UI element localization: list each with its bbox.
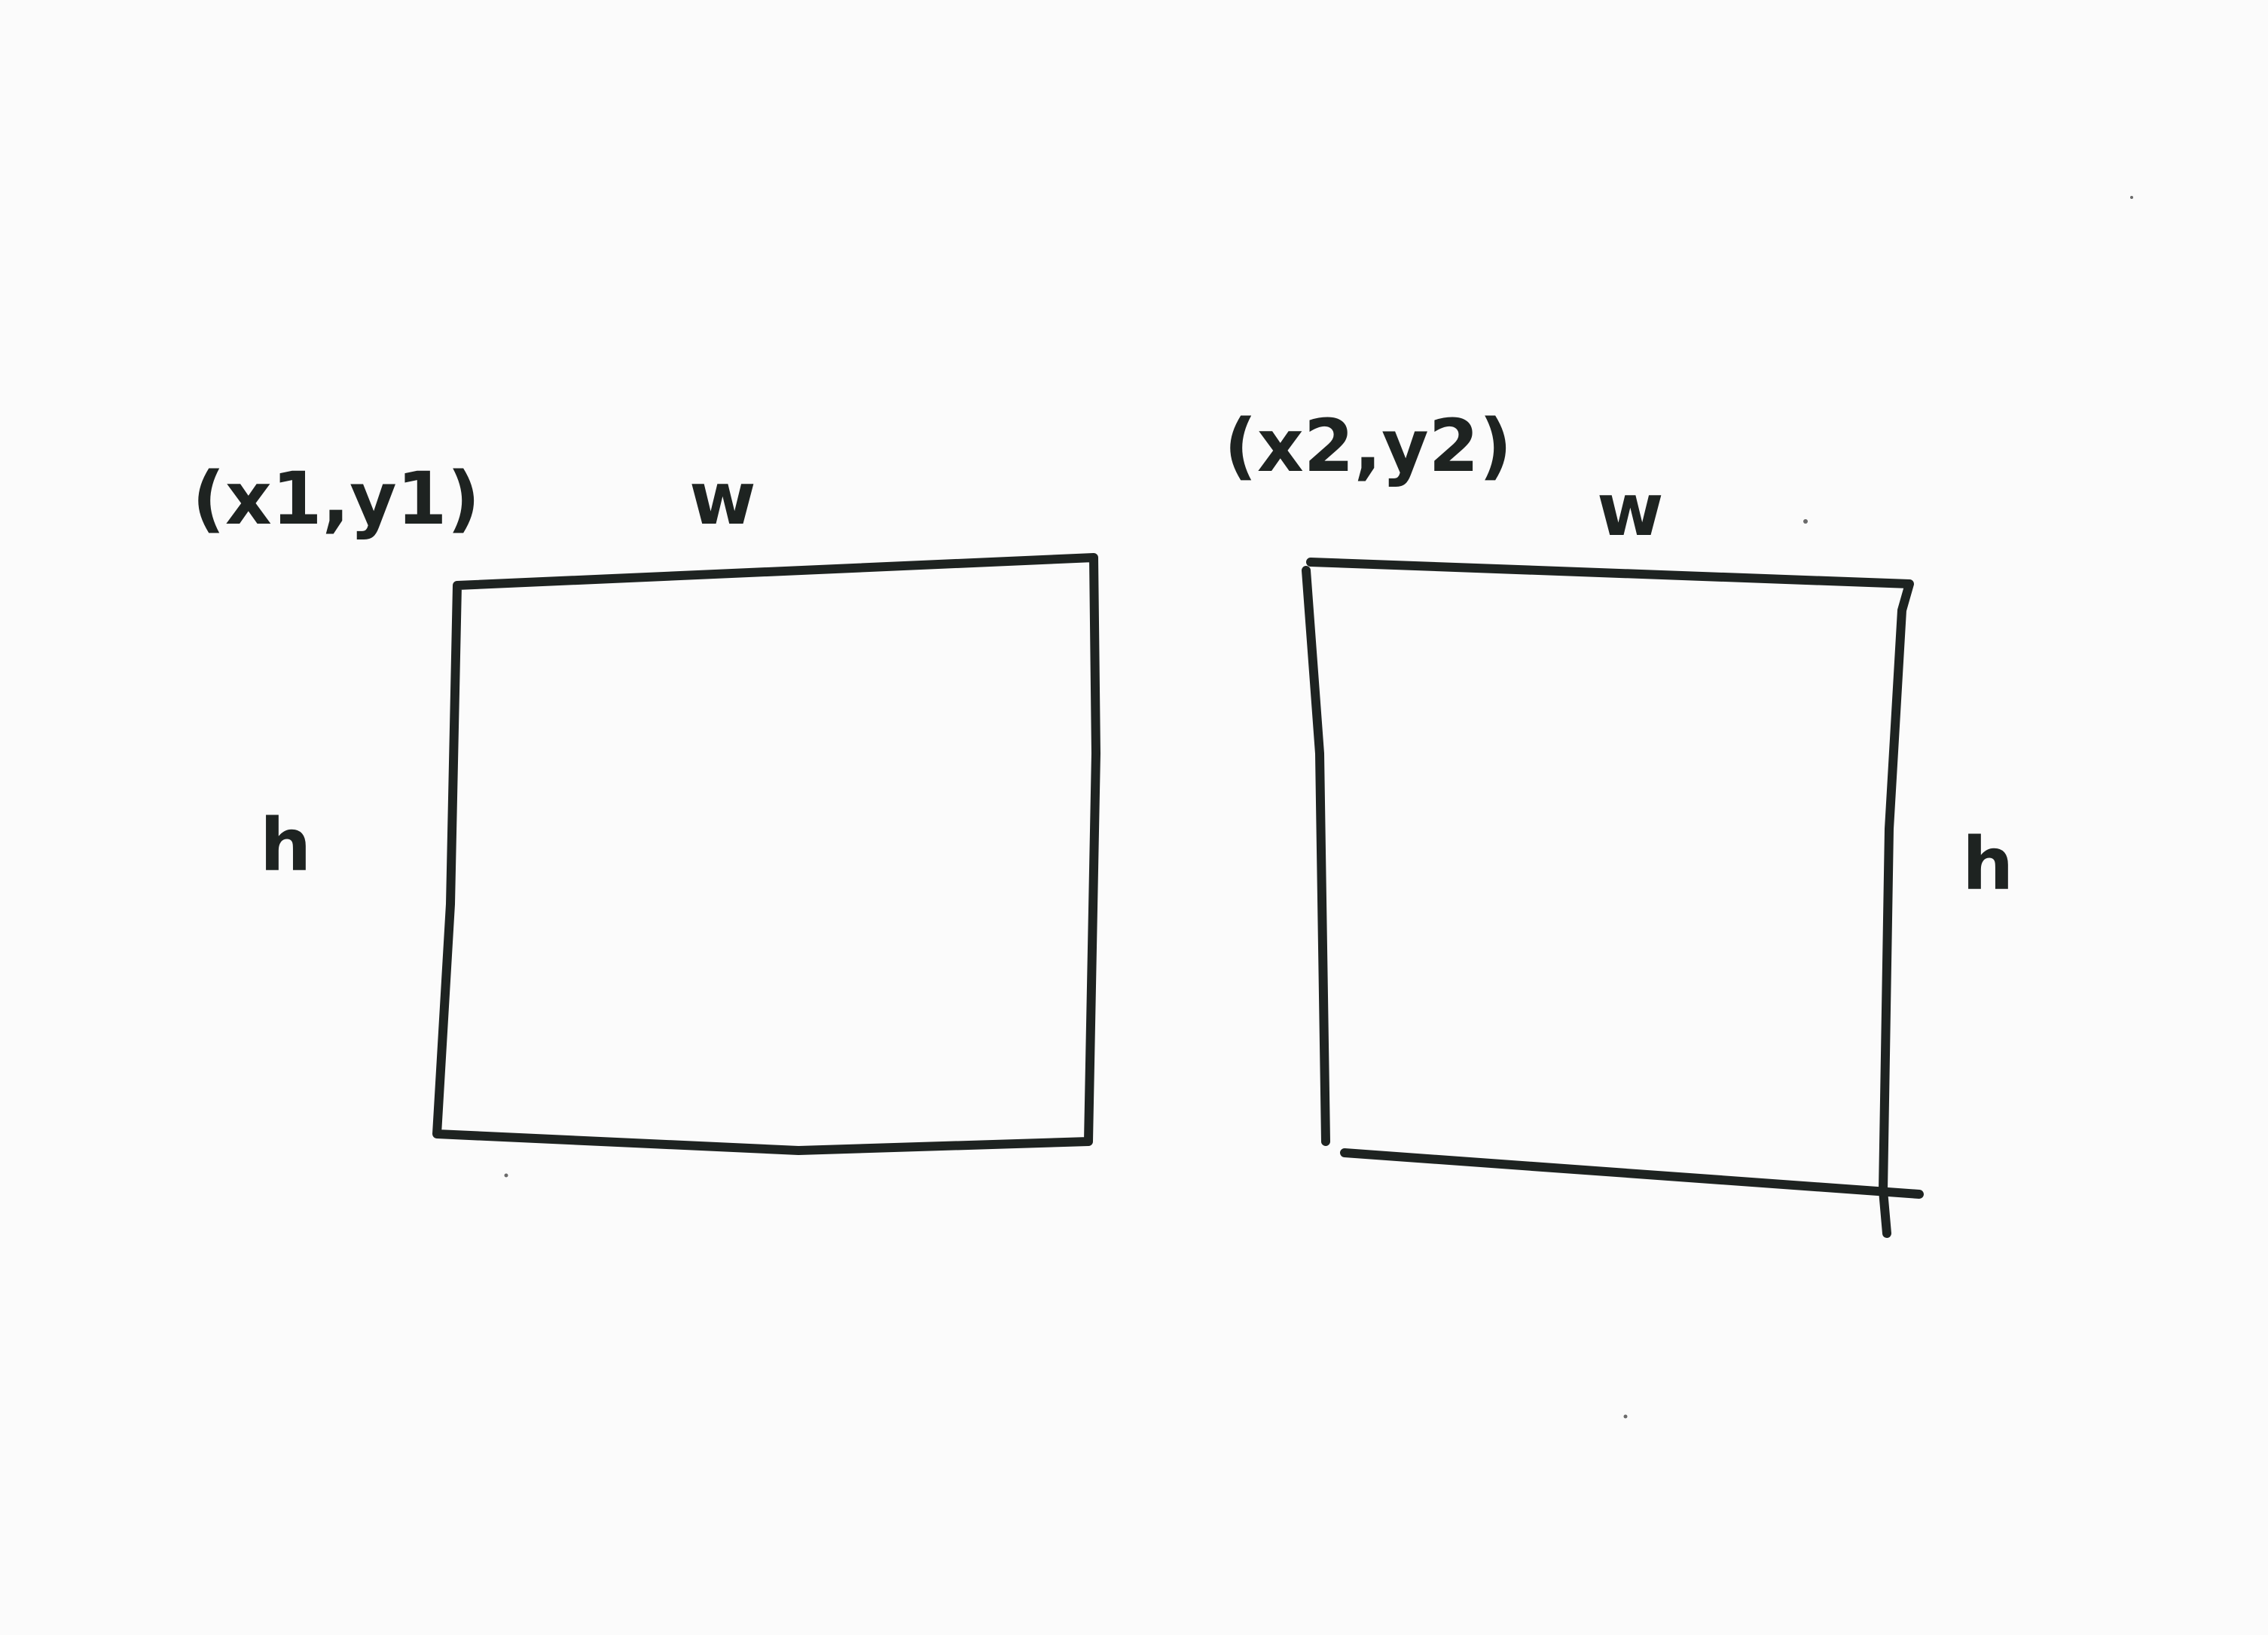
box-2: (x2,y2) w h bbox=[1224, 404, 2013, 1238]
paper-specks bbox=[504, 196, 2133, 1419]
box-2-outline bbox=[1306, 558, 1914, 1238]
box-2-bottom-side bbox=[1340, 1148, 1924, 1199]
paper-speck bbox=[2130, 196, 2133, 199]
box-1-height-label: h bbox=[260, 803, 311, 888]
paper-speck bbox=[1803, 519, 1808, 524]
paper-speck bbox=[504, 1173, 508, 1178]
paper-speck bbox=[1623, 1414, 1628, 1419]
box-1-width-label: w bbox=[689, 457, 756, 541]
box-1-corner-label: (x1,y1) bbox=[192, 457, 480, 541]
box-2-corner-label: (x2,y2) bbox=[1224, 404, 1512, 488]
box-2-height-label: h bbox=[1962, 822, 2013, 906]
box-1-outline bbox=[432, 553, 1100, 1155]
box-1: (x1,y1) w h bbox=[192, 457, 1100, 1155]
box-2-left-side bbox=[1302, 566, 1330, 1146]
box-2-width-label: w bbox=[1597, 468, 1664, 552]
